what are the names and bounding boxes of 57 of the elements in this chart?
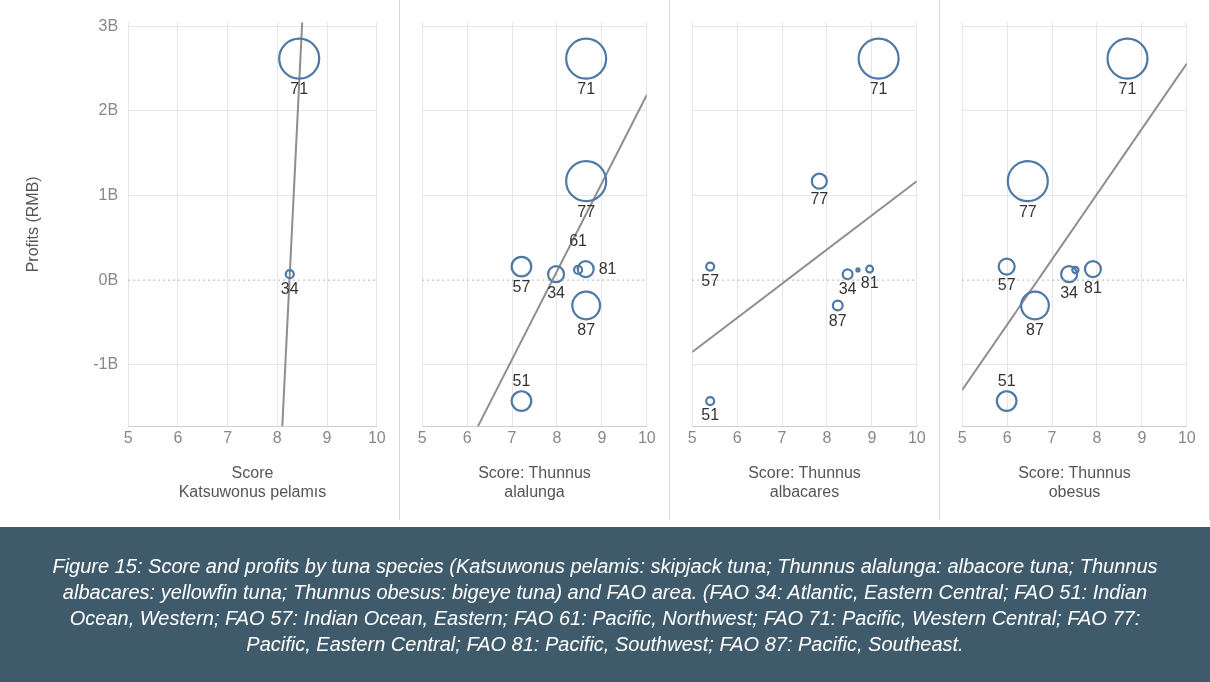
x-tick-label: 9 — [322, 429, 332, 447]
annotation: 81 — [1084, 278, 1102, 296]
x-tick-label: 6 — [732, 429, 742, 447]
x-tick-label: 7 — [223, 429, 233, 447]
annotation: 57 — [512, 277, 531, 295]
y-tick-label: 3B — [98, 16, 119, 34]
annotation: 51 — [997, 371, 1016, 389]
x-tick-label: 10 — [907, 429, 926, 447]
y-tick-label: 2B — [98, 101, 119, 119]
x-tick-label: 6 — [1002, 429, 1012, 447]
annotation: 71 — [1118, 79, 1137, 97]
x-tick-label: 5 — [687, 429, 697, 447]
annotation: 34 — [280, 279, 299, 297]
annotation: 34 — [838, 280, 857, 298]
x-tick-label: 5 — [957, 429, 967, 447]
x-tick-label: 7 — [1047, 429, 1057, 447]
x-tick-label: 10 — [637, 429, 656, 447]
x-axis-title: Score: Thunnus alalunga — [478, 463, 591, 500]
annotation: 57 — [701, 271, 720, 289]
annotation: 71 — [577, 79, 596, 97]
y-tick-label: -1B — [93, 355, 119, 373]
x-tick-label: 8 — [272, 429, 282, 447]
annotation: 77 — [810, 190, 829, 208]
annotation: 87 — [577, 320, 596, 338]
annotation: 61 — [569, 232, 588, 250]
x-tick-label: 10 — [1177, 429, 1196, 447]
y-axis-title: Profits (RMB) — [24, 176, 42, 273]
annotation: 71 — [869, 79, 888, 97]
annotation: 81 — [860, 273, 879, 291]
x-tick-label: 8 — [1092, 429, 1102, 447]
y-tick-label: 0B — [98, 270, 119, 288]
annotation: 51 — [512, 371, 531, 389]
x-tick-label: 9 — [1137, 429, 1147, 447]
y-tick-label: 1B — [98, 185, 119, 203]
x-tick-label: 6 — [462, 429, 472, 447]
annotation: 57 — [997, 275, 1016, 293]
x-tick-label: 5 — [123, 429, 133, 447]
annotation: 87 — [828, 311, 847, 329]
annotation: 87 — [1026, 320, 1044, 338]
x-axis-title: Score: Thunnus obesus — [1018, 463, 1131, 500]
x-axis-title: Score: Thunnus albacares — [748, 463, 861, 500]
x-tick-label: 7 — [777, 429, 787, 447]
x-tick-label: 9 — [867, 429, 877, 447]
x-tick-label: 9 — [597, 429, 607, 447]
annotation: 51 — [701, 406, 720, 424]
annotation: 34 — [1060, 283, 1079, 301]
x-axis-title: Score Katsuwonus pelamıs — [178, 463, 327, 500]
x-tick-label: 5 — [417, 429, 427, 447]
x-tick-label: 8 — [552, 429, 562, 447]
x-tick-label: 10 — [367, 429, 386, 447]
annotation: 77 — [1018, 202, 1037, 220]
x-tick-label: 6 — [173, 429, 183, 447]
annotation: 81 — [598, 260, 617, 278]
annotation: 34 — [547, 283, 566, 301]
x-tick-label: 8 — [822, 429, 832, 447]
caption: Figure 15: Score and profits by tuna species (Katsuwonus pelamis: skipjack tuna; Thunnus alalunga: albacore tuna; Thunnus albacares: yellowfin tuna; Thunnus obesus: bigeye tuna) and FAO area. (FAO 34: Atlantic, Eastern Central; FAO 51: Indian Ocean, Western; FAO 57: Indian Ocean, Eastern; FAO 61: Pacific, Northwest; FAO 71: Pacific, Western Central; FAO 77: Pacific, Eastern Central; FAO 81: Pacific, Southwest; FAO 87: Pacific, Southeast. — [51, 553, 1159, 657]
x-tick-label: 7 — [507, 429, 517, 447]
